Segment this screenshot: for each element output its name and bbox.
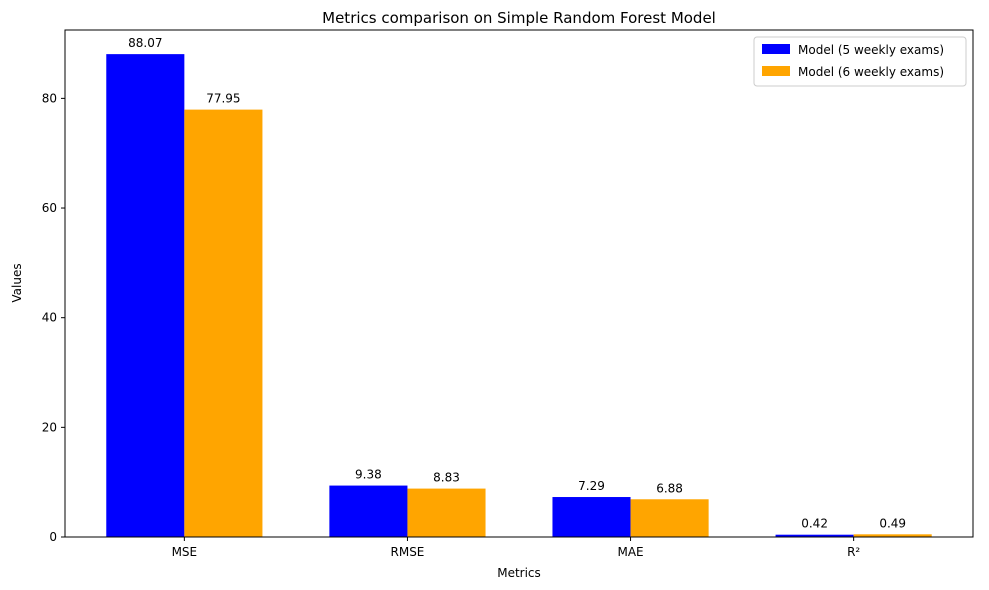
bar-mse-series-1 <box>106 54 185 538</box>
x-tick-label: MSE <box>172 545 198 559</box>
x-axis-label: Metrics <box>497 566 541 580</box>
legend-box <box>753 36 967 87</box>
bar-r-series-1 <box>775 534 854 537</box>
data-label: 8.83 <box>433 471 460 485</box>
legend-label-series-1: Model (5 weekly exams) <box>798 43 944 57</box>
data-label: 9.38 <box>355 468 382 482</box>
y-axis: 0 20 40 60 80 <box>42 91 65 544</box>
legend-label-series-2: Model (6 weekly exams) <box>798 65 944 79</box>
plot-frame <box>64 29 974 538</box>
y-tick-label: 60 <box>42 201 57 215</box>
y-tick-label: 80 <box>42 91 57 105</box>
x-tick-label: RMSE <box>391 545 425 559</box>
bar-mse-series-2 <box>184 109 263 537</box>
legend-swatch-series-2 <box>762 66 790 76</box>
y-tick-label: 20 <box>42 420 57 434</box>
x-axis: MSE RMSE MAE R² <box>172 537 860 559</box>
bar-rmse-series-1 <box>329 485 408 537</box>
x-tick-label: R² <box>847 545 860 559</box>
data-label: 7.29 <box>578 479 605 493</box>
data-label: 6.88 <box>656 481 683 495</box>
y-tick-label: 0 <box>49 530 57 544</box>
bar-labels-layer: 88.07 77.95 9.38 8.83 7.29 6.88 0.42 0.49 <box>128 36 906 531</box>
data-label: 77.95 <box>206 92 240 106</box>
bars-layer <box>106 54 932 538</box>
data-label: 0.49 <box>879 516 906 530</box>
legend: Model (5 weekly exams) Model (6 weekly e… <box>753 36 967 87</box>
bar-r-series-2 <box>853 534 932 537</box>
x-tick-label: MAE <box>617 545 643 559</box>
bar-mae-series-2 <box>630 499 709 537</box>
bar-rmse-series-2 <box>407 488 486 537</box>
y-axis-label: Values <box>10 263 24 302</box>
chart-title: Metrics comparison on Simple Random Fore… <box>322 9 716 27</box>
data-label: 0.42 <box>801 517 828 531</box>
data-label: 88.07 <box>128 36 162 50</box>
legend-swatch-series-1 <box>762 44 790 54</box>
y-tick-label: 40 <box>42 311 57 325</box>
bar-mae-series-1 <box>552 497 631 537</box>
